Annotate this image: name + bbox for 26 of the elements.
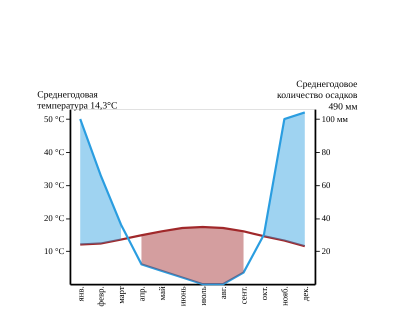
y-tick-label: 50 °C <box>44 114 64 124</box>
x-tick-label: февр. <box>96 286 106 307</box>
x-tick-label: апр. <box>136 286 147 302</box>
y2-axis-title: Среднегодовое количество осадков 490 мм <box>277 78 358 113</box>
x-tick-label: июль <box>198 286 208 306</box>
line-series <box>79 111 306 286</box>
y2-tick-label: 20 <box>322 246 331 256</box>
x-tick-label: сент. <box>238 286 249 304</box>
x-tick-label: авг. <box>218 286 228 300</box>
line-series <box>79 226 306 248</box>
x-tick-label: янв. <box>75 286 86 302</box>
x-tick-label: май <box>156 286 167 300</box>
y-tick-label: 10 °C <box>44 246 64 256</box>
y-tick-label: 20 °C <box>44 213 64 224</box>
y2-tick-label: 60 <box>322 180 331 190</box>
x-tick-label: дек. <box>300 286 310 302</box>
x-tick-label: нояб. <box>279 286 290 306</box>
y2-tick-label: 80 <box>322 147 331 158</box>
y-axis-title: Среднегодовая температура 14,3°С <box>37 89 118 112</box>
x-tick-label: окт. <box>259 286 270 300</box>
x-tick-label: июнь <box>177 286 188 306</box>
y2-tick-label: 40 <box>322 213 331 224</box>
x-tick-label: март <box>116 286 126 304</box>
y-tick-label: 30 °C <box>44 180 64 190</box>
y-tick-label: 40 °C <box>44 147 64 158</box>
y2-tick-label: 100 мм <box>322 114 348 124</box>
